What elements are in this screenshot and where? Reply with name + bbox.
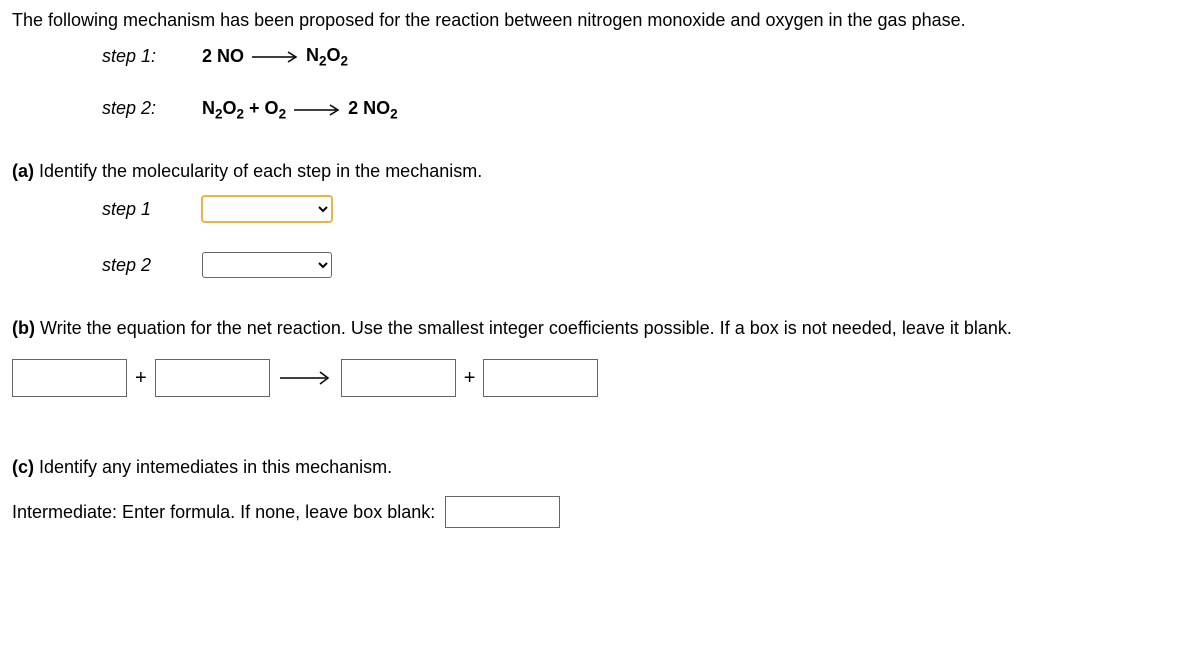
intro-text: The following mechanism has been propose… [12,10,1188,31]
net-equation-row: + + [12,359,1188,397]
plus-sign-1: + [135,367,147,390]
part-a-heading: (a) Identify the molecularity of each st… [12,161,1188,182]
part-b-heading: (b) Write the equation for the net react… [12,318,1188,339]
step1-label: step 1: [102,46,202,67]
part-b-text: Write the equation for the net reaction.… [40,318,1012,338]
s2-o: O [223,98,237,118]
part-a-text: Identify the molecularity of each step i… [39,161,482,181]
step1-lhs: 2 NO [202,46,244,67]
intermediate-row: Intermediate: Enter formula. If none, le… [12,496,1188,528]
part-a-step1-row: step 1 [102,196,1188,222]
step2-lhs: N2O2 + O2 [202,98,286,121]
s2-s2: 2 [237,107,245,122]
part-a-step2-label: step 2 [102,255,202,276]
step1-rhs-sub2: 2 [341,54,349,69]
s2-plus: + O [244,98,279,118]
step1-rhs: N2O2 [306,45,348,68]
part-b-prefix: (b) [12,318,40,338]
part-a-step1-label: step 1 [102,199,202,220]
s2-s1: 2 [215,107,223,122]
s2-rhs-s: 2 [390,107,398,122]
s2-rhs: 2 NO [348,98,390,118]
step1-rhs-o: O [327,45,341,65]
reaction-arrow-icon [292,104,342,116]
product-2-input[interactable] [483,359,598,397]
plus-sign-2: + [464,367,476,390]
intermediate-input[interactable] [445,496,560,528]
reactant-2-input[interactable] [155,359,270,397]
step2-molecularity-select[interactable] [202,252,332,278]
step1-equation: 2 NO N2O2 [202,45,348,68]
part-c-heading: (c) Identify any intemediates in this me… [12,457,1188,478]
step1-rhs-n: N [306,45,319,65]
step2-rhs: 2 NO2 [348,98,398,121]
s2-n: N [202,98,215,118]
s2-o2s: 2 [279,107,287,122]
step1-rhs-sub1: 2 [319,54,327,69]
product-1-input[interactable] [341,359,456,397]
part-a-prefix: (a) [12,161,39,181]
reaction-arrow-icon [278,371,333,385]
reactant-1-input[interactable] [12,359,127,397]
reaction-arrow-icon [250,51,300,63]
part-a-step2-row: step 2 [102,252,1188,278]
part-c-prefix: (c) [12,457,39,477]
step1-molecularity-select[interactable] [202,196,332,222]
mechanism-step-2: step 2: N2O2 + O2 2 NO2 [102,98,1188,121]
intermediate-prompt: Intermediate: Enter formula. If none, le… [12,502,435,523]
part-c-text: Identify any intemediates in this mechan… [39,457,392,477]
step2-equation: N2O2 + O2 2 NO2 [202,98,398,121]
step2-label: step 2: [102,98,202,119]
mechanism-step-1: step 1: 2 NO N2O2 [102,45,1188,68]
